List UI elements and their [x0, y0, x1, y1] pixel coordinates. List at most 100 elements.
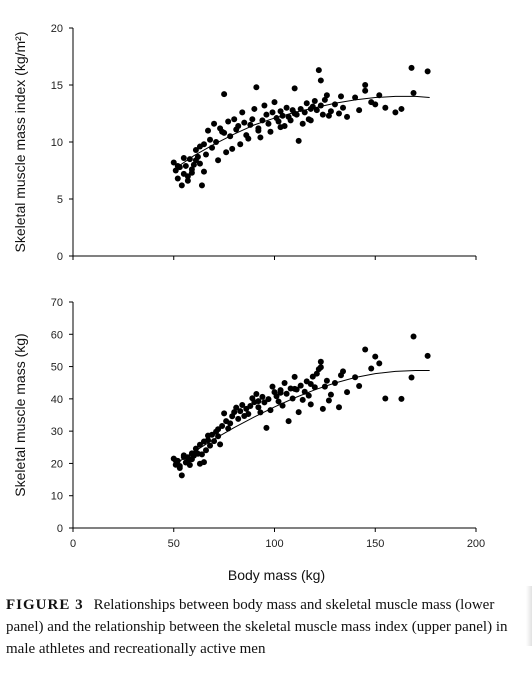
lower-x-axis-title: Body mass (kg)	[228, 567, 325, 583]
upper-y-axis-title: Skeletal muscle mass index (kg/m²)	[12, 32, 28, 253]
upper-data-point	[291, 85, 298, 92]
lower-data-point	[311, 384, 318, 391]
upper-data-point	[410, 89, 417, 96]
lower-data-point	[205, 432, 212, 439]
upper-data-point	[231, 116, 238, 123]
upper-data-point	[277, 108, 284, 115]
lower-data-point	[335, 404, 342, 411]
upper-data-point	[215, 157, 222, 164]
lower-data-point	[398, 395, 405, 402]
lower-y-tick-label: 30	[51, 426, 63, 438]
lower-data-point	[196, 441, 203, 448]
upper-data-point	[269, 109, 276, 116]
upper-y-tick-label: 0	[57, 251, 63, 263]
lower-x-tick-label: 50	[168, 538, 180, 550]
lower-y-tick-label: 70	[51, 297, 63, 309]
lower-data-point	[207, 442, 214, 449]
lower-data-point	[317, 364, 324, 371]
lower-data-point	[202, 447, 209, 454]
upper-data-point	[303, 100, 310, 107]
lower-data-point	[221, 410, 228, 417]
lower-x-tick-label: 100	[265, 538, 283, 550]
lower-data-point	[323, 377, 330, 384]
lower-data-point	[255, 398, 262, 405]
lower-y-tick-label: 40	[51, 394, 63, 406]
upper-data-point	[190, 161, 197, 168]
upper-data-point	[317, 77, 324, 84]
upper-data-point	[184, 177, 191, 184]
upper-data-point	[170, 159, 177, 166]
figure-chart: 0 5 10 15 20 Skeletal muscle mass index (kg/m…	[12, 23, 485, 583]
lower-data-point	[178, 472, 185, 479]
lower-panel: 0 10 20 30 40 50 60 70 0 50 100 150 200 Skeletal musc…	[12, 297, 485, 583]
lower-x-tick-label: 0	[70, 538, 76, 550]
upper-panel: 0 5 10 15 20 Skeletal muscle mass index (kg/m…	[12, 23, 477, 263]
upper-data-point	[327, 108, 334, 115]
lower-data-point	[237, 408, 244, 415]
upper-trend-line	[173, 95, 430, 170]
lower-data-point	[291, 385, 298, 392]
upper-data-point	[263, 111, 270, 118]
lower-data-point	[255, 404, 262, 411]
lower-data-point	[372, 353, 379, 360]
lower-trend-line	[173, 369, 430, 466]
lower-data-point	[424, 352, 431, 359]
upper-data-point	[424, 68, 431, 75]
lower-data-point	[215, 426, 222, 433]
lower-data-point	[176, 464, 183, 471]
upper-data-point	[362, 87, 369, 94]
lower-data-point	[277, 389, 284, 396]
upper-data-point	[237, 141, 244, 148]
lower-data-point	[200, 459, 207, 466]
upper-data-point	[283, 104, 290, 111]
lower-data-point	[307, 381, 314, 388]
lower-data-point	[275, 398, 282, 405]
lower-data-point	[291, 373, 298, 380]
lower-data-point	[269, 383, 276, 390]
lower-data-point	[227, 420, 234, 427]
upper-data-point	[257, 134, 264, 141]
upper-data-point	[275, 118, 282, 125]
upper-y-tick-label: 10	[51, 137, 63, 149]
upper-data-point	[192, 146, 199, 153]
lower-data-point	[257, 409, 264, 416]
lower-data-point	[253, 391, 260, 398]
upper-data-point	[196, 143, 203, 150]
figure-label: FIGURE 3	[6, 597, 84, 613]
lower-y-tick-label: 20	[51, 458, 63, 470]
upper-data-point	[319, 111, 326, 118]
upper-data-point	[337, 93, 344, 100]
upper-data-point	[182, 162, 189, 169]
upper-data-point	[221, 129, 228, 136]
upper-data-point	[255, 127, 262, 134]
lower-data-point	[317, 358, 324, 365]
lower-data-point	[247, 402, 254, 409]
lower-x-tick-label: 200	[467, 538, 485, 550]
upper-data-point	[323, 92, 330, 99]
lower-y-tick-label: 60	[51, 329, 63, 341]
lower-data-point	[337, 372, 344, 379]
lower-data-point	[263, 424, 270, 431]
upper-data-point	[188, 166, 195, 173]
upper-data-point	[331, 101, 338, 108]
upper-data-point	[174, 175, 181, 182]
lower-data-point	[327, 391, 334, 398]
upper-data-point	[205, 127, 212, 134]
lower-data-point	[319, 405, 326, 412]
upper-y-tick-label: 15	[51, 80, 63, 92]
lower-data-point	[239, 401, 246, 408]
lower-data-point	[198, 451, 205, 458]
page-edge-shadow	[526, 586, 532, 646]
lower-data-point	[219, 422, 226, 429]
lower-y-axis-title: Skeletal muscle mass (kg)	[12, 333, 28, 496]
upper-data-point	[235, 123, 242, 130]
lower-data-point	[188, 456, 195, 463]
lower-y-tick-label: 0	[57, 523, 63, 535]
upper-data-point	[307, 117, 314, 124]
upper-data-point	[408, 64, 415, 71]
upper-data-point	[287, 117, 294, 124]
upper-data-point	[313, 107, 320, 114]
lower-data-point	[305, 392, 312, 399]
upper-data-point	[392, 109, 399, 116]
